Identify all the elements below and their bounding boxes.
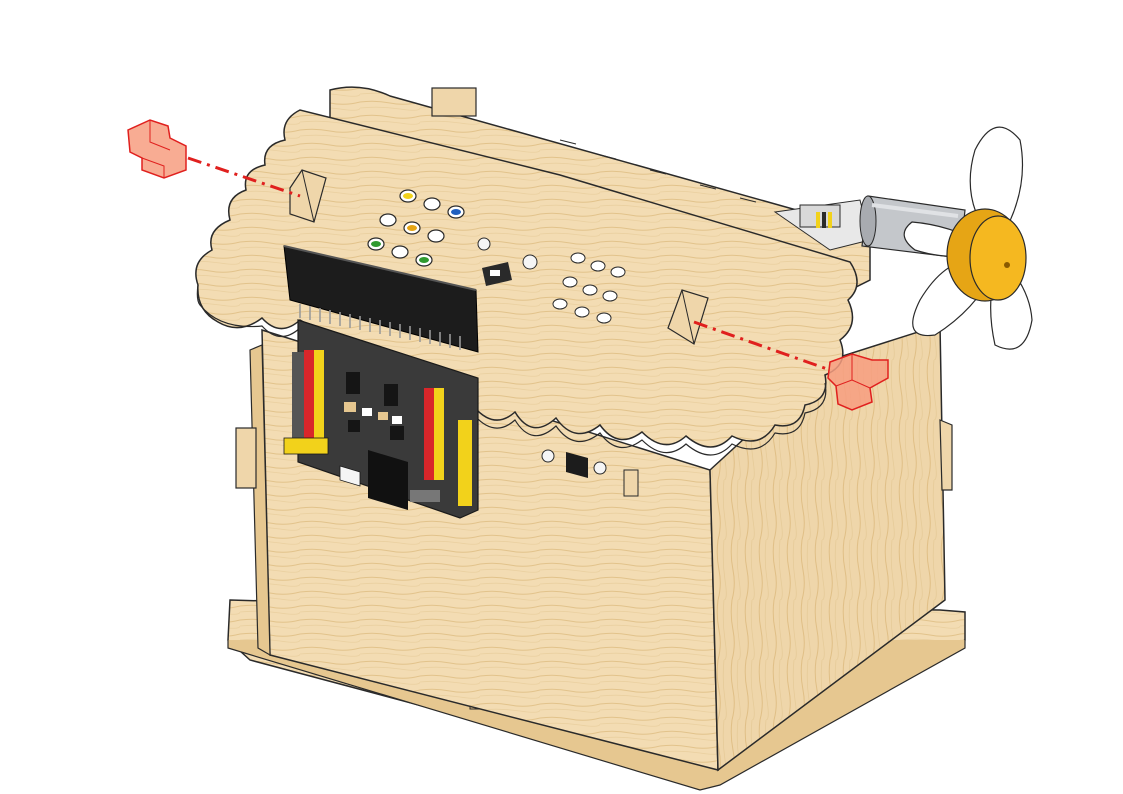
peg-slot-right [667, 289, 709, 345]
peg-slot-left [289, 169, 327, 223]
roof-front-panel [195, 109, 858, 456]
board-chips [344, 372, 404, 440]
roof-tab [431, 87, 477, 117]
roof-switch [482, 262, 512, 286]
controller-board [283, 245, 479, 519]
roof-knob-2 [522, 254, 538, 270]
fan-motor-assembly [773, 126, 1033, 350]
led-hole-grid [367, 189, 465, 267]
guide-line-right [693, 320, 831, 372]
fastener-right [827, 353, 889, 411]
gpio-header-left [283, 350, 329, 455]
gpio-header-right [410, 388, 472, 506]
header-pins-top [299, 304, 461, 350]
side-tab-left [235, 427, 257, 489]
power-jack [339, 450, 408, 510]
roof-knob-1 [477, 237, 491, 251]
speaker-hole-grid [552, 252, 626, 324]
wall-sensor [541, 449, 639, 497]
fastener-left [127, 119, 187, 179]
guide-line-left [187, 156, 301, 198]
motor-connector [799, 204, 841, 228]
fan-hub [946, 208, 1027, 302]
